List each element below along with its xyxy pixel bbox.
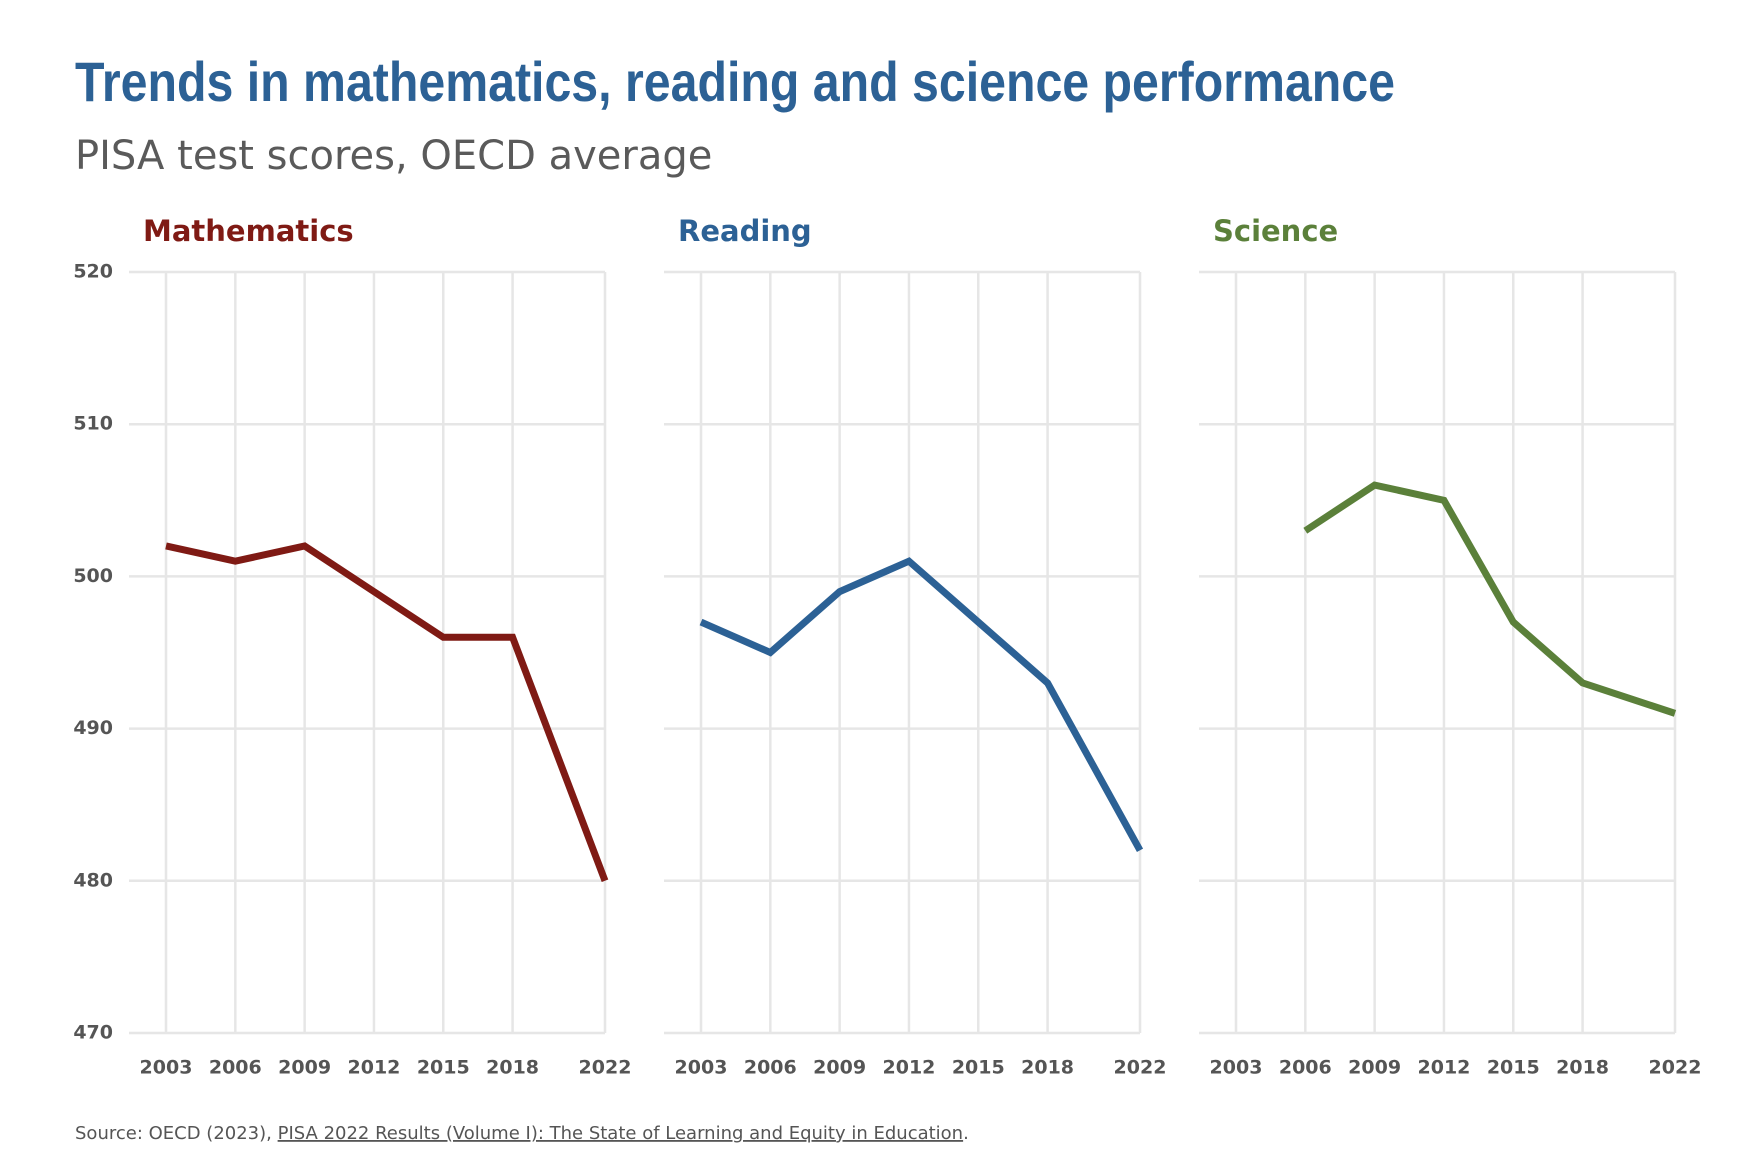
panel-title: Science (1213, 214, 1338, 248)
x-tick-label: 2015 (1487, 1057, 1540, 1079)
y-tick-label: 470 (73, 1022, 113, 1044)
x-tick-label: 2003 (1210, 1057, 1263, 1079)
x-tick-label: 2009 (278, 1057, 331, 1079)
x-tick-label: 2015 (417, 1057, 470, 1079)
x-tick-label: 2015 (952, 1057, 1005, 1079)
x-tick-label: 2003 (140, 1057, 193, 1079)
x-tick-label: 2012 (348, 1057, 401, 1079)
x-tick-label: 2018 (486, 1057, 539, 1079)
x-tick-label: 2006 (1279, 1057, 1332, 1079)
panel-title: Mathematics (143, 214, 354, 248)
x-tick-label: 2022 (579, 1057, 632, 1079)
data-line (165, 542, 609, 883)
x-tick-label: 2009 (813, 1057, 866, 1079)
x-tick-label: 2018 (1556, 1057, 1609, 1079)
chart-title: Trends in mathematics, reading and scien… (75, 50, 1395, 113)
source-prefix: Source: OECD (2023), (75, 1123, 278, 1144)
x-tick-label: 2006 (744, 1057, 797, 1079)
chart-subtitle: PISA test scores, OECD average (75, 133, 712, 179)
x-tick-label: 2022 (1114, 1057, 1167, 1079)
y-tick-label: 490 (73, 717, 113, 739)
source-link[interactable]: PISA 2022 Results (Volume I): The State … (278, 1123, 964, 1144)
source-suffix: . (963, 1123, 969, 1144)
x-tick-label: 2012 (883, 1057, 936, 1079)
y-tick-label: 480 (73, 869, 113, 891)
x-tick-label: 2012 (1418, 1057, 1471, 1079)
panel-title: Reading (678, 214, 812, 248)
x-tick-label: 2006 (209, 1057, 262, 1079)
x-tick-label: 2018 (1021, 1057, 1074, 1079)
y-tick-label: 510 (73, 413, 113, 435)
x-tick-label: 2009 (1348, 1057, 1401, 1079)
data-line (1303, 481, 1677, 717)
data-line (699, 557, 1144, 853)
x-tick-label: 2003 (675, 1057, 728, 1079)
y-tick-label: 520 (73, 261, 113, 283)
x-tick-label: 2022 (1649, 1057, 1702, 1079)
y-tick-label: 500 (73, 565, 113, 587)
source: Source: OECD (2023), PISA 2022 Results (… (75, 1123, 969, 1144)
